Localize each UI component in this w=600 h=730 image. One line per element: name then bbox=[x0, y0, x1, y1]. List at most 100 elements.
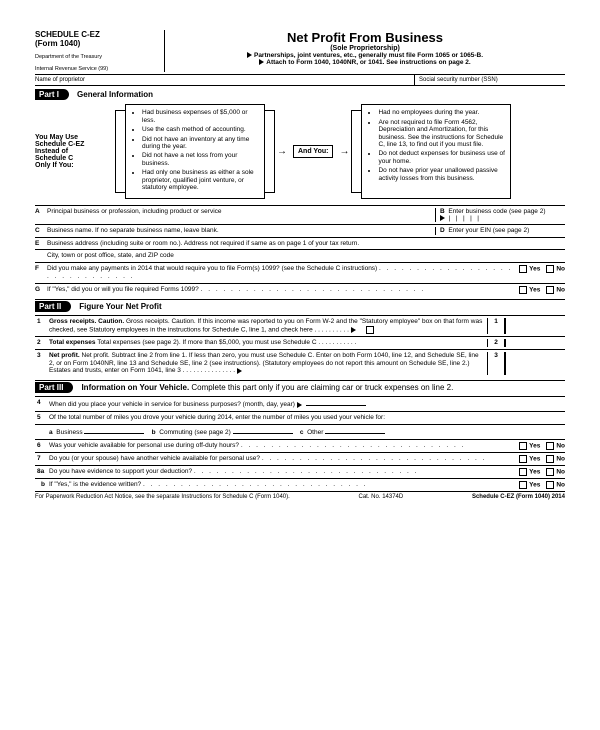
checkbox-yes[interactable] bbox=[519, 265, 527, 273]
checkbox-yes[interactable] bbox=[519, 455, 527, 463]
line-E-text: Business address (including suite or roo… bbox=[47, 240, 565, 248]
checkbox-no[interactable] bbox=[546, 286, 554, 294]
elig-l1: You May Use bbox=[35, 134, 115, 141]
yes-label: Yes bbox=[529, 481, 540, 488]
form-title: Net Profit From Business bbox=[165, 30, 565, 45]
l5a-label: Business bbox=[56, 429, 82, 436]
elig-left-box: Had business expenses of $5,000 or less.… bbox=[125, 104, 265, 199]
line-3: 3 Net profit. Net profit. Subtract line … bbox=[35, 349, 565, 377]
line-G: G If "Yes," did you or will you file req… bbox=[35, 283, 565, 296]
line-1-amount[interactable] bbox=[505, 318, 565, 334]
yes-label: Yes bbox=[529, 286, 540, 293]
no-label: No bbox=[556, 481, 565, 488]
line-G-yn: Yes No bbox=[513, 286, 565, 294]
checkbox-yes[interactable] bbox=[519, 286, 527, 294]
date-input[interactable] bbox=[306, 399, 366, 406]
line-4: 4 When did you place your vehicle in ser… bbox=[35, 396, 565, 411]
line-num: b bbox=[35, 481, 49, 489]
no-label: No bbox=[556, 266, 565, 273]
dept-line1: Department of the Treasury bbox=[35, 54, 160, 60]
arrow-icon bbox=[351, 327, 356, 333]
footer-mid: Cat. No. 14374D bbox=[359, 494, 404, 500]
header-note2: Attach to Form 1040, 1040NR, or 1041. Se… bbox=[165, 59, 565, 66]
part3-title: Information on Your Vehicle. Complete th… bbox=[81, 383, 453, 392]
checkbox-no[interactable] bbox=[546, 481, 554, 489]
form-subtitle: (Sole Proprietorship) bbox=[165, 45, 565, 52]
line-1-text: Gross receipts. Caution. Gross receipts.… bbox=[49, 318, 487, 334]
checkbox-yes[interactable] bbox=[519, 481, 527, 489]
line-B-text: Enter business code (see page 2) bbox=[448, 208, 545, 215]
arrow-icon bbox=[440, 215, 445, 221]
ssn-label: Social security number (SSN) bbox=[415, 75, 565, 85]
yes-label: Yes bbox=[529, 266, 540, 273]
line-num: 5 bbox=[35, 414, 49, 422]
line-1: 1 Gross receipts. Caution. Gross receipt… bbox=[35, 315, 565, 336]
footer-right: Schedule C-EZ (Form 1040) 2014 bbox=[472, 494, 565, 500]
elig-item: Use the cash method of accounting. bbox=[142, 126, 260, 133]
checkbox-no[interactable] bbox=[546, 455, 554, 463]
l5c-letter: c bbox=[300, 429, 304, 436]
arrow-icon: → bbox=[337, 146, 351, 157]
line-E: E Business address (including suite or r… bbox=[35, 237, 565, 250]
line-num: 4 bbox=[35, 399, 49, 409]
and-you-box: And You: bbox=[293, 145, 333, 158]
checkbox-yes[interactable] bbox=[519, 442, 527, 450]
note2-text: Attach to Form 1040, 1040NR, or 1041. Se… bbox=[266, 59, 470, 66]
checkbox-no[interactable] bbox=[546, 468, 554, 476]
elig-l2: Schedule C-EZ bbox=[35, 141, 115, 148]
elig-l4: Schedule C bbox=[35, 155, 115, 162]
commuting-miles-input[interactable] bbox=[233, 427, 293, 434]
checkbox-no[interactable] bbox=[546, 265, 554, 273]
l5c-label: Other bbox=[307, 429, 323, 436]
elig-l3: Instead of bbox=[35, 148, 115, 155]
l5b-letter: b bbox=[152, 429, 156, 436]
no-label: No bbox=[556, 455, 565, 462]
l5a-letter: a bbox=[49, 429, 53, 436]
header-center: Net Profit From Business (Sole Proprieto… bbox=[165, 30, 565, 72]
line-8b: b If "Yes," is the evidence written? Yes… bbox=[35, 478, 565, 491]
line-num: 2 bbox=[35, 339, 49, 347]
line-8a: 8a Do you have evidence to support your … bbox=[35, 465, 565, 478]
line-5abc-text: a Business b Commuting (see page 2) c Ot… bbox=[49, 427, 565, 437]
line-4-text: When did you place your vehicle in servi… bbox=[49, 399, 565, 409]
checkbox-no[interactable] bbox=[546, 442, 554, 450]
line-2-amount[interactable] bbox=[505, 339, 565, 347]
line-2-numcell: 2 bbox=[487, 339, 505, 347]
no-label: No bbox=[556, 286, 565, 293]
business-miles-input[interactable] bbox=[84, 427, 144, 434]
arrow-icon bbox=[259, 59, 264, 65]
bracket-left bbox=[351, 110, 361, 193]
part1-tag: Part I bbox=[35, 89, 69, 100]
form-number: (Form 1040) bbox=[35, 39, 160, 48]
line-7-text: Do you (or your spouse) have another veh… bbox=[49, 455, 513, 463]
header-note1: Partnerships, joint ventures, etc., gene… bbox=[165, 52, 565, 59]
line-8a-text: Do you have evidence to support your ded… bbox=[49, 468, 513, 476]
line-7-yn: YesNo bbox=[513, 455, 565, 463]
line-B: B Enter business code (see page 2) | | |… bbox=[435, 208, 565, 222]
line-D: D Enter your EIN (see page 2) bbox=[435, 227, 565, 235]
checkbox-statutory[interactable] bbox=[366, 326, 374, 334]
other-miles-input[interactable] bbox=[325, 427, 385, 434]
form-header: SCHEDULE C-EZ (Form 1040) Department of … bbox=[35, 30, 565, 75]
line-3-numcell: 3 bbox=[487, 352, 505, 375]
proprietor-name-label: Name of proprietor bbox=[35, 75, 415, 85]
line-G-text: If "Yes," did you or will you file requi… bbox=[47, 286, 513, 294]
footer-left: For Paperwork Reduction Act Notice, see … bbox=[35, 494, 290, 500]
line-F: F Did you make any payments in 2014 that… bbox=[35, 262, 565, 283]
line-num: 1 bbox=[35, 318, 49, 334]
line-num: 3 bbox=[35, 352, 49, 375]
line-F-text: Did you make any payments in 2014 that w… bbox=[47, 265, 513, 281]
line-A: A Principal business or profession, incl… bbox=[35, 205, 565, 224]
arrow-icon bbox=[237, 368, 242, 374]
line-letter: A bbox=[35, 208, 47, 222]
line-2-text: Total expenses Total expenses (see page … bbox=[49, 339, 487, 347]
elig-item: Had business expenses of $5,000 or less. bbox=[142, 109, 260, 124]
line-6-yn: YesNo bbox=[513, 442, 565, 450]
line-D-text: Enter your EIN (see page 2) bbox=[448, 227, 529, 234]
schedule-label: SCHEDULE C-EZ bbox=[35, 30, 160, 39]
line-E2-text: City, town or post office, state, and ZI… bbox=[47, 252, 565, 260]
line-letter bbox=[35, 252, 47, 260]
elig-item: Had no employees during the year. bbox=[378, 109, 506, 116]
line-3-amount[interactable] bbox=[505, 352, 565, 375]
checkbox-yes[interactable] bbox=[519, 468, 527, 476]
